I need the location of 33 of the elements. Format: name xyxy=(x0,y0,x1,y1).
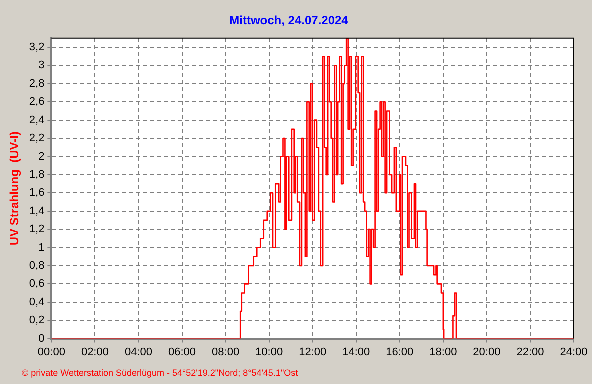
x-tick-label: 02:00 xyxy=(81,346,109,358)
x-tick-label: 22:00 xyxy=(516,346,544,358)
x-tick-label: 18:00 xyxy=(430,346,458,358)
x-tick-label: 08:00 xyxy=(212,346,240,358)
y-tick-label: 1,8 xyxy=(29,168,45,181)
x-tick-label: 12:00 xyxy=(299,346,327,358)
y-tick-label: 2,2 xyxy=(29,132,45,145)
chart-title: Mittwoch, 24.07.2024 xyxy=(230,14,349,28)
y-tick-label: 0 xyxy=(38,332,45,345)
x-tick-label: 24:00 xyxy=(560,346,588,358)
x-tick-label: 20:00 xyxy=(473,346,501,358)
y-tick-label: 1,2 xyxy=(29,224,45,236)
y-tick-label: 2 xyxy=(38,150,45,163)
y-tick-label: 2,8 xyxy=(29,78,45,90)
y-tick-label: 3 xyxy=(38,60,45,72)
y-tick-label: 2,6 xyxy=(29,96,45,108)
x-tick-label: 14:00 xyxy=(342,346,370,358)
x-tick-label: 10:00 xyxy=(256,346,284,358)
x-tick-label: 00:00 xyxy=(38,346,66,358)
y-tick-label: 1 xyxy=(38,242,45,254)
y-tick-label: 0,2 xyxy=(29,314,45,327)
y-axis-title: UV Strahlung (UV-I) xyxy=(8,132,22,246)
y-tick-label: 0,6 xyxy=(29,278,45,290)
y-tick-label: 1,4 xyxy=(29,205,45,218)
x-tick-label: 06:00 xyxy=(168,346,196,358)
y-tick-label: 2,4 xyxy=(29,114,45,126)
x-tick-label: 04:00 xyxy=(124,346,153,358)
y-tick-label: 1,6 xyxy=(29,187,45,200)
y-tick-label: 0,4 xyxy=(29,296,45,308)
y-tick-label: 0,8 xyxy=(29,260,45,272)
text: © private Wetterstation Süderlügum - 54°52'19.2"Nord; 8°54'45.1"Ost xyxy=(22,368,298,378)
y-tick-label: 3,2 xyxy=(29,42,45,54)
x-tick-label: 16:00 xyxy=(386,346,414,358)
